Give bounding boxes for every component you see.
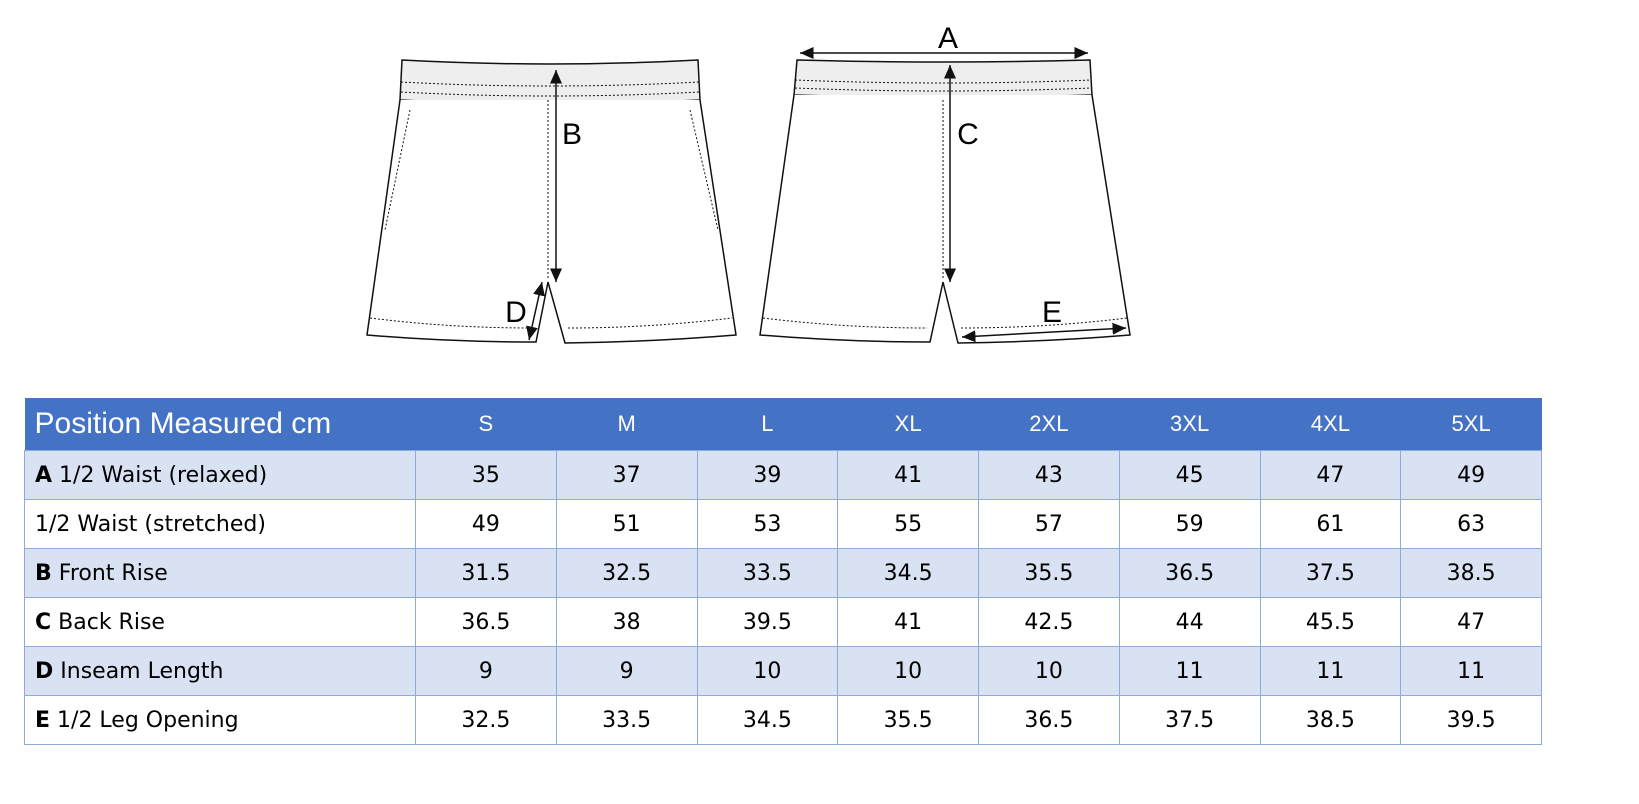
header-cell: S [415, 398, 557, 451]
value-cell: 36.5 [415, 597, 557, 647]
value-cell: 38.5 [1259, 695, 1402, 745]
row-label: B Front Rise [24, 548, 416, 598]
row-key: E [35, 707, 51, 733]
label-a: A [938, 22, 958, 55]
row-key: B [35, 560, 52, 586]
value-cell: 63 [1400, 499, 1542, 549]
value-cell: 11 [1259, 646, 1402, 696]
value-cell: 11 [1400, 646, 1542, 696]
value-cell: 47 [1400, 597, 1542, 647]
value-cell: 31.5 [415, 548, 557, 598]
value-cell: 37.5 [1259, 548, 1402, 598]
value-cell: 39.5 [696, 597, 839, 647]
size-table: Position Measured cm S M L XL 2XL 3XL 4XL 5XL A 1… [24, 398, 1542, 745]
value-cell: 34.5 [837, 548, 979, 598]
value-cell: 42.5 [978, 597, 1120, 647]
value-cell: 45 [1118, 450, 1261, 500]
value-cell: 32.5 [555, 548, 698, 598]
value-cell: 33.5 [555, 695, 698, 745]
value-cell: 34.5 [696, 695, 839, 745]
value-cell: 39 [696, 450, 839, 500]
header-cell: Position Measured cm [24, 398, 416, 451]
row-key: D [35, 658, 54, 684]
row-label: 1/2 Waist (stretched) [24, 499, 416, 549]
value-cell: 35 [415, 450, 557, 500]
row-name: 1/2 Leg Opening [57, 707, 239, 733]
row-name: Front Rise [58, 560, 168, 586]
value-cell: 51 [555, 499, 698, 549]
front-shorts [366, 59, 737, 344]
table-row: B Front Rise 31.5 32.5 33.5 34.5 35.5 36.5 37.5… [24, 548, 1542, 598]
value-cell: 10 [978, 646, 1120, 696]
header-cell: 4XL [1260, 398, 1401, 451]
value-cell: 38.5 [1400, 548, 1542, 598]
value-cell: 49 [1400, 450, 1542, 500]
value-cell: 37.5 [1118, 695, 1261, 745]
value-cell: 53 [696, 499, 839, 549]
header-cell: XL [837, 398, 979, 451]
value-cell: 41 [837, 450, 979, 500]
value-cell: 9 [555, 646, 698, 696]
value-cell: 41 [837, 597, 979, 647]
row-label: C Back Rise [24, 597, 416, 647]
value-cell: 44 [1118, 597, 1261, 647]
value-cell: 10 [837, 646, 979, 696]
row-name: 1/2 Waist (relaxed) [59, 462, 268, 488]
value-cell: 35.5 [978, 548, 1120, 598]
row-label: E 1/2 Leg Opening [24, 695, 416, 745]
header-cell: 3XL [1119, 398, 1260, 451]
table-row: C Back Rise 36.5 38 39.5 41 42.5 44 45.5 47 [24, 597, 1542, 647]
header-cell: 5XL [1400, 398, 1542, 451]
value-cell: 43 [978, 450, 1120, 500]
row-name: 1/2 Waist (stretched) [35, 511, 266, 537]
value-cell: 39.5 [1400, 695, 1542, 745]
value-cell: 9 [415, 646, 557, 696]
row-label: D Inseam Length [24, 646, 416, 696]
header-cell: 2XL [978, 398, 1120, 451]
table-row: A 1/2 Waist (relaxed) 35 37 39 41 43 45 47 49 [24, 450, 1542, 500]
value-cell: 57 [978, 499, 1120, 549]
value-cell: 45.5 [1259, 597, 1402, 647]
value-cell: 47 [1259, 450, 1402, 500]
row-label: A 1/2 Waist (relaxed) [24, 450, 416, 500]
value-cell: 38 [555, 597, 698, 647]
value-cell: 37 [555, 450, 698, 500]
value-cell: 55 [837, 499, 979, 549]
table-row: D Inseam Length 9 9 10 10 10 11 11 11 [24, 646, 1542, 696]
label-b: B [562, 118, 582, 151]
row-name: Back Rise [58, 609, 165, 635]
value-cell: 36.5 [978, 695, 1120, 745]
label-e: E [1042, 296, 1062, 329]
value-cell: 11 [1118, 646, 1261, 696]
value-cell: 35.5 [837, 695, 979, 745]
header-cell: L [697, 398, 838, 451]
value-cell: 10 [696, 646, 839, 696]
label-d: D [505, 296, 527, 329]
value-cell: 36.5 [1118, 548, 1261, 598]
value-cell: 61 [1259, 499, 1402, 549]
value-cell: 33.5 [696, 548, 839, 598]
value-cell: 32.5 [415, 695, 557, 745]
row-key: C [35, 609, 52, 635]
shorts-diagram: A B C D E [366, 22, 1131, 344]
header-cell: M [556, 398, 697, 451]
label-c: C [957, 118, 979, 151]
value-cell: 49 [415, 499, 557, 549]
header-row: Position Measured cm S M L XL 2XL 3XL 4XL 5XL [24, 398, 1542, 451]
row-key: A [35, 462, 53, 488]
row-name: Inseam Length [60, 658, 224, 684]
table-row: 1/2 Waist (stretched) 49 51 53 55 57 59 61 63 [24, 499, 1542, 549]
table-row: E 1/2 Leg Opening 32.5 33.5 34.5 35.5 36.5 37.… [24, 695, 1542, 745]
value-cell: 59 [1118, 499, 1261, 549]
back-shorts [759, 47, 1131, 344]
